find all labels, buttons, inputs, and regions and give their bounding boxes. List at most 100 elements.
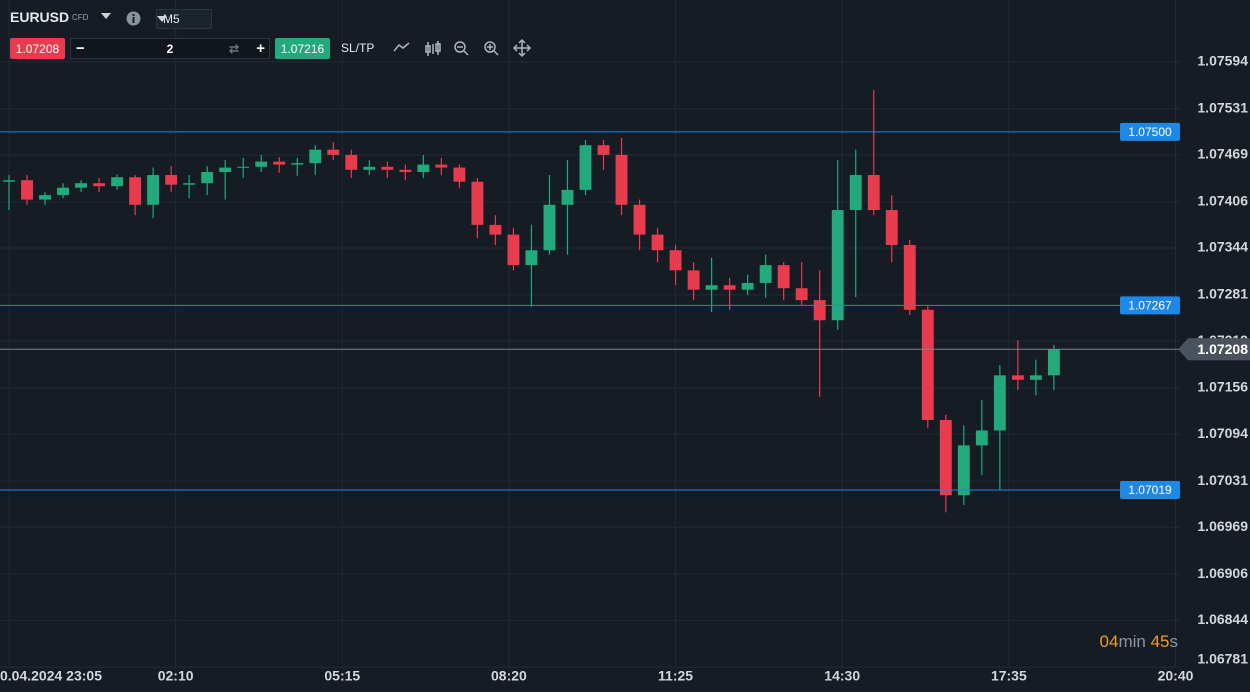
candle-body — [885, 210, 898, 246]
candle-body — [147, 175, 160, 205]
candle-body — [165, 175, 178, 185]
price-level-label: 1.07500 — [1128, 125, 1172, 139]
x-tick-label: 14:30 — [824, 668, 860, 684]
dropdown-icon[interactable] — [100, 12, 112, 20]
candle-body — [219, 167, 232, 173]
candle-body — [633, 204, 646, 235]
y-tick-label: 1.07344 — [1197, 239, 1248, 255]
x-tick-label: 17:35 — [991, 668, 1027, 684]
candle-body — [57, 187, 69, 196]
candle-body — [1029, 375, 1042, 380]
candle-body — [921, 309, 934, 421]
candle-body — [21, 180, 33, 200]
candle-body — [1047, 349, 1060, 376]
countdown-minutes-unit: min — [1118, 632, 1146, 651]
y-tick-label: 1.06844 — [1197, 611, 1248, 627]
candle-body — [831, 210, 844, 321]
x-tick-label: 05:15 — [324, 668, 360, 684]
y-tick-label: 1.07031 — [1197, 472, 1248, 488]
timeframe: M5 — [163, 12, 180, 26]
candle-body — [381, 166, 394, 170]
current-price-label: 1.07208 — [1197, 341, 1248, 357]
symbol[interactable]: EURUSD — [10, 9, 70, 25]
price-level-tag — [1120, 296, 1180, 315]
price-level-label: 1.07267 — [1128, 299, 1172, 313]
candle-body — [327, 149, 340, 155]
x-tick-label: 0.04.2024 23:05 — [0, 668, 102, 684]
minus[interactable]: − — [76, 40, 85, 57]
candle-body — [993, 375, 1006, 431]
sell-button[interactable]: 1.07208 — [10, 38, 65, 59]
candle-body — [795, 288, 808, 301]
candle-body — [759, 265, 772, 283]
candle-body — [75, 183, 88, 188]
candle-body — [705, 285, 718, 290]
candle-body — [651, 234, 664, 251]
countdown-seconds: 45 — [1150, 632, 1170, 651]
candle-body — [975, 430, 988, 446]
x-tick-label: 11:25 — [658, 668, 693, 684]
candle-body — [345, 154, 358, 170]
candle-body — [1011, 375, 1024, 380]
tool-icons[interactable] — [392, 38, 537, 60]
candle-body — [867, 175, 880, 211]
candle-body — [453, 167, 466, 182]
candle-body — [615, 154, 628, 205]
y-tick-label: 1.06969 — [1197, 518, 1248, 534]
y-tick-label: 1.07156 — [1197, 379, 1248, 395]
candle-body — [471, 181, 484, 225]
candle-body — [129, 177, 142, 205]
quantity-input[interactable]: − 2 ⇄ + — [70, 38, 270, 59]
y-tick-label: 1.07594 — [1197, 53, 1248, 69]
price-level-tag — [1120, 481, 1180, 500]
y-tick-label: 1.07406 — [1197, 193, 1248, 209]
candle-body — [939, 420, 952, 496]
candle-body — [903, 245, 916, 310]
countdown-seconds-unit: s — [1169, 632, 1179, 651]
quantity: 2 — [166, 41, 174, 56]
candle-body — [309, 149, 322, 164]
grid — [0, 0, 1180, 668]
y-tick-label: 1.07281 — [1197, 286, 1248, 302]
candle-body — [435, 164, 448, 168]
x-tick-label: 02:10 — [158, 668, 194, 684]
candle-body — [93, 183, 106, 187]
symbol-tag: CFD — [72, 13, 89, 22]
y-tick-label: 1.06906 — [1197, 565, 1248, 581]
countdown-minutes: 04 — [1099, 632, 1119, 651]
x-tick-label: 20:40 — [1158, 668, 1194, 684]
candle-body — [237, 166, 250, 168]
candle-body — [111, 177, 124, 187]
buy-price: 1.07216 — [280, 41, 325, 56]
timeframe-select[interactable]: M5 — [156, 9, 212, 29]
x-tick-label: 08:20 — [491, 668, 527, 684]
candle-body — [723, 285, 736, 290]
candle-body — [255, 161, 268, 167]
price-level-label: 1.07019 — [1128, 483, 1172, 497]
reset-icon[interactable]: ⇄ — [228, 41, 239, 56]
candle-body — [489, 224, 502, 235]
candle-body — [543, 204, 556, 251]
candle-body — [291, 163, 304, 165]
buy-button[interactable]: 1.07216 — [275, 38, 330, 59]
candle-body — [507, 234, 520, 266]
candle-body — [525, 250, 538, 266]
candle-body — [813, 300, 826, 321]
sell-price: 1.07208 — [15, 41, 60, 56]
candle-body — [957, 445, 970, 496]
current-price-tag — [1178, 338, 1250, 361]
candle-body — [849, 175, 862, 211]
candle-body — [741, 282, 754, 290]
candle-body — [669, 250, 682, 271]
sltp-button[interactable]: SL/TP — [341, 41, 375, 55]
candle-body — [3, 180, 15, 182]
candle-body — [597, 145, 610, 155]
info-icon[interactable] — [126, 11, 141, 26]
y-tick-label: 1.07094 — [1197, 425, 1248, 441]
candle-body — [201, 172, 214, 184]
candle-body — [579, 145, 592, 190]
plus[interactable]: + — [256, 40, 265, 57]
candle-body — [273, 161, 286, 165]
y-tick-label: 1.06781 — [1197, 651, 1248, 667]
